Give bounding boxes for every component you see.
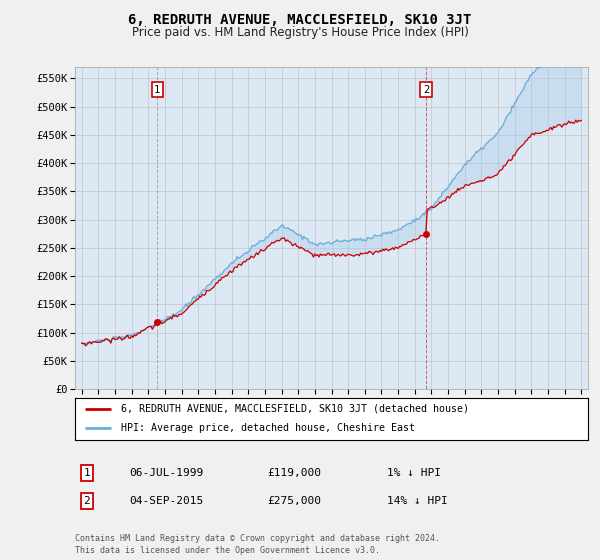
Text: 2: 2 xyxy=(423,85,429,95)
Text: Price paid vs. HM Land Registry's House Price Index (HPI): Price paid vs. HM Land Registry's House … xyxy=(131,26,469,39)
Text: 6, REDRUTH AVENUE, MACCLESFIELD, SK10 3JT (detached house): 6, REDRUTH AVENUE, MACCLESFIELD, SK10 3J… xyxy=(121,404,469,414)
Text: 1% ↓ HPI: 1% ↓ HPI xyxy=(387,468,441,478)
Text: HPI: Average price, detached house, Cheshire East: HPI: Average price, detached house, Ches… xyxy=(121,423,415,433)
Text: Contains HM Land Registry data © Crown copyright and database right 2024.
This d: Contains HM Land Registry data © Crown c… xyxy=(75,534,440,555)
Text: £119,000: £119,000 xyxy=(267,468,321,478)
Text: £275,000: £275,000 xyxy=(267,496,321,506)
Text: 1: 1 xyxy=(83,468,91,478)
Text: 6, REDRUTH AVENUE, MACCLESFIELD, SK10 3JT: 6, REDRUTH AVENUE, MACCLESFIELD, SK10 3J… xyxy=(128,13,472,27)
Text: 2: 2 xyxy=(83,496,91,506)
Text: 1: 1 xyxy=(154,85,160,95)
Text: 14% ↓ HPI: 14% ↓ HPI xyxy=(387,496,448,506)
Text: 04-SEP-2015: 04-SEP-2015 xyxy=(129,496,203,506)
Text: 06-JUL-1999: 06-JUL-1999 xyxy=(129,468,203,478)
